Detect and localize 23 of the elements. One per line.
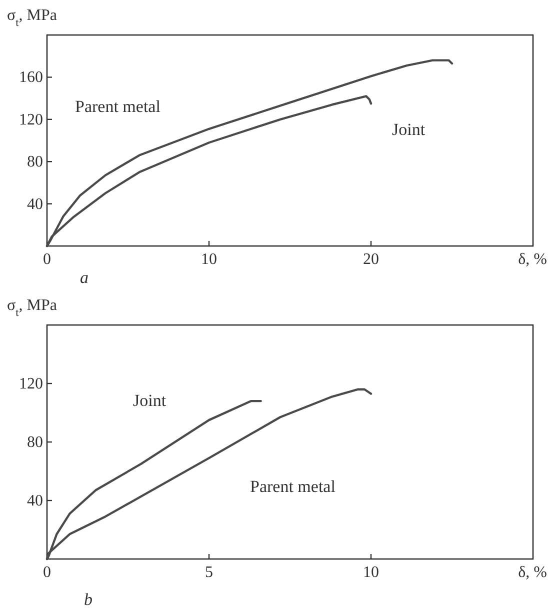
x-axis-title: δ, % <box>518 251 547 268</box>
y-tick-label: 80 <box>27 154 43 171</box>
x-tick-label: 10 <box>363 564 379 581</box>
series-label: Joint <box>392 120 426 139</box>
y-tick-label: 40 <box>27 196 43 213</box>
series-label: Joint <box>133 391 166 410</box>
x-tick-label: 10 <box>201 251 217 268</box>
text: Parent metal <box>250 477 336 496</box>
y-axis-title: σ$_{t}$, MPa <box>7 297 57 319</box>
text: a <box>80 268 88 287</box>
text: b <box>84 590 92 608</box>
x-tick-label: 0 <box>43 251 51 268</box>
series-label: Parent metal <box>75 97 161 116</box>
y-tick-label: 120 <box>19 376 43 392</box>
y-tick-label: 80 <box>27 434 43 451</box>
y-tick-label: 40 <box>27 492 43 510</box>
y-axis-title: σ$_{t}$, MPa <box>7 7 57 29</box>
x-axis-title: δ, % <box>518 564 547 581</box>
x-tick-label: 5 <box>205 564 213 581</box>
y-tick-label: 120 <box>19 111 43 128</box>
x-tick-label: 20 <box>363 251 379 268</box>
x-tick-label: 0 <box>43 564 51 581</box>
y-tick-label: 160 <box>19 69 43 86</box>
